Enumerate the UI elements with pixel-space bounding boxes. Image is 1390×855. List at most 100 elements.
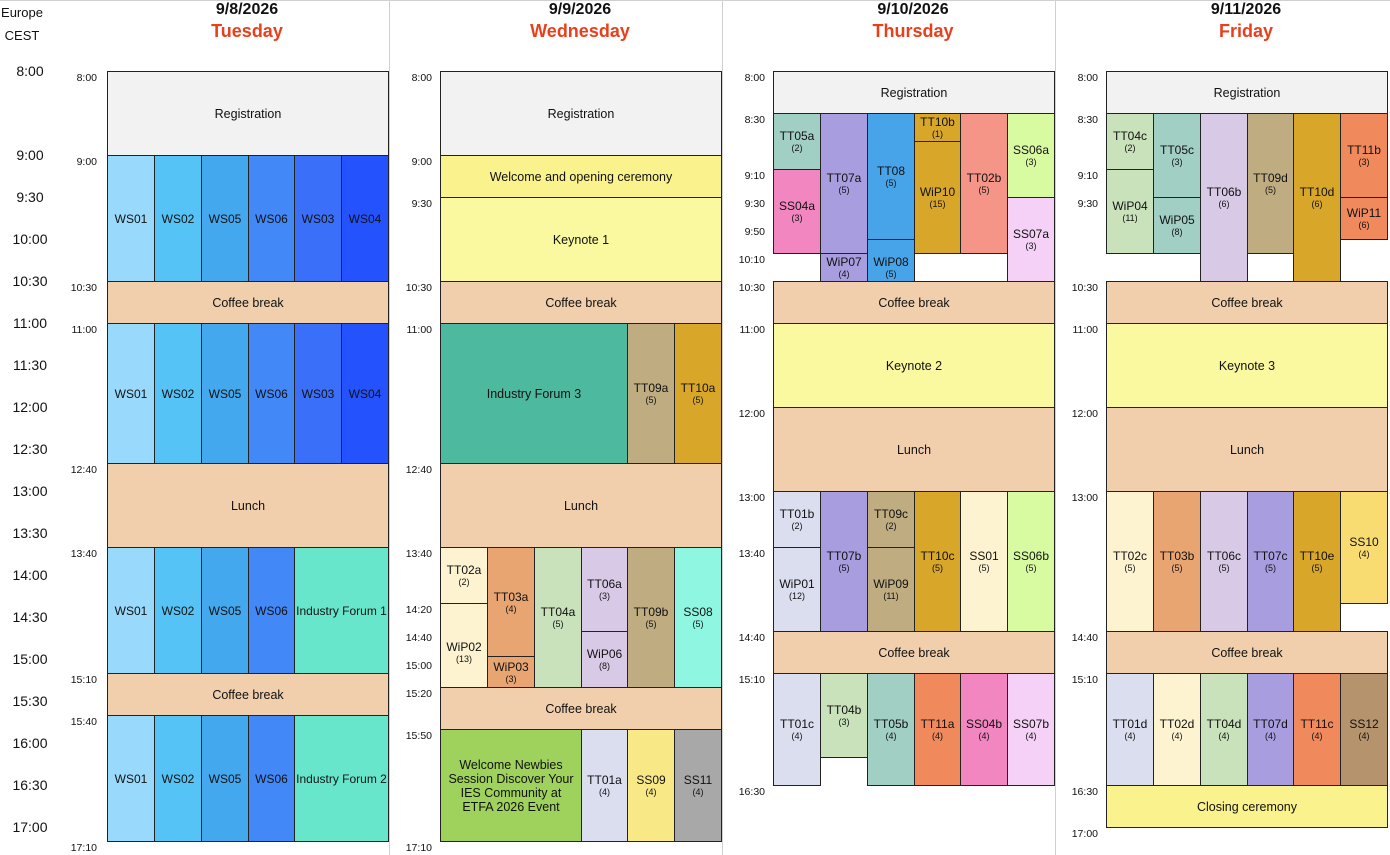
session-ws03[interactable]: WS03 — [294, 323, 342, 464]
session-registration[interactable]: Registration — [107, 71, 389, 156]
session-tt03b[interactable]: TT03b (5) — [1153, 491, 1201, 632]
session-ws03[interactable]: WS03 — [294, 155, 342, 282]
session-tt02d[interactable]: TT02d (4) — [1153, 673, 1201, 786]
session-ss06a[interactable]: SS06a (3) — [1007, 113, 1055, 198]
session-lunch[interactable]: Lunch — [1106, 407, 1388, 492]
session-tt07c[interactable]: TT07c (5) — [1247, 491, 1294, 632]
session-tt10e[interactable]: TT10e (5) — [1293, 491, 1341, 632]
session-wip04[interactable]: WiP04 (11) — [1106, 169, 1154, 254]
session-coffee-break[interactable]: Coffee break — [1106, 281, 1388, 324]
session-tt05a[interactable]: TT05a (2) — [773, 113, 821, 170]
session-coffee-break[interactable]: Coffee break — [107, 281, 389, 324]
session-tt04d[interactable]: TT04d (4) — [1200, 673, 1248, 786]
session-coffee-break[interactable]: Coffee break — [1106, 631, 1388, 674]
session-ws01[interactable]: WS01 — [107, 547, 155, 674]
session-ws06[interactable]: WS06 — [248, 155, 295, 282]
session-tt01c[interactable]: TT01c (4) — [773, 673, 821, 786]
session-ws05[interactable]: WS05 — [201, 547, 249, 674]
session-tt05b[interactable]: TT05b (4) — [867, 673, 915, 786]
session-wip05[interactable]: WiP05 (8) — [1153, 197, 1201, 254]
session-registration[interactable]: Registration — [440, 71, 722, 156]
session-tt11a[interactable]: TT11a (4) — [914, 673, 961, 786]
session-tt07b[interactable]: TT07b (5) — [820, 491, 868, 632]
session-tt07d[interactable]: TT07d (4) — [1247, 673, 1294, 786]
session-wip11[interactable]: WiP11 (6) — [1340, 197, 1388, 240]
session-registration[interactable]: Registration — [773, 71, 1055, 114]
session-industry-forum-1[interactable]: Industry Forum 1 — [294, 547, 389, 674]
session-tt01b[interactable]: TT01b (2) — [773, 491, 821, 548]
session-wip06[interactable]: WiP06 (8) — [581, 631, 628, 688]
session-ws04[interactable]: WS04 — [341, 323, 389, 464]
session-tt07a[interactable]: TT07a (5) — [820, 113, 868, 254]
session-ss09[interactable]: SS09 (4) — [627, 729, 675, 842]
session-tt01d[interactable]: TT01d (4) — [1106, 673, 1154, 786]
session-wip01[interactable]: WiP01 (12) — [773, 547, 821, 632]
session-ws02[interactable]: WS02 — [154, 715, 202, 842]
session-ws02[interactable]: WS02 — [154, 323, 202, 464]
session-lunch[interactable]: Lunch — [773, 407, 1055, 492]
session-keynote-1[interactable]: Keynote 1 — [440, 197, 722, 282]
session-industry-forum-3[interactable]: Industry Forum 3 — [440, 323, 628, 464]
session-tt11c[interactable]: TT11c (4) — [1293, 673, 1341, 786]
session-ss04a[interactable]: SS04a (3) — [773, 169, 821, 254]
session-tt10c[interactable]: TT10c (5) — [914, 491, 961, 632]
session-coffee-break[interactable]: Coffee break — [773, 281, 1055, 324]
session-tt09b[interactable]: TT09b (5) — [627, 547, 675, 688]
session-tt10d[interactable]: TT10d (6) — [1293, 113, 1341, 282]
session-industry-forum-2[interactable]: Industry Forum 2 — [294, 715, 389, 842]
session-coffee-break[interactable]: Coffee break — [107, 673, 389, 716]
session-registration[interactable]: Registration — [1106, 71, 1388, 114]
session-wip03[interactable]: WiP03 (3) — [487, 656, 535, 688]
session-coffee-break[interactable]: Coffee break — [440, 687, 722, 730]
session-ss07b[interactable]: SS07b (4) — [1007, 673, 1055, 786]
session-ss12[interactable]: SS12 (4) — [1340, 673, 1388, 786]
session-ss08[interactable]: SS08 (5) — [674, 547, 722, 688]
session-ss11[interactable]: SS11 (4) — [674, 729, 722, 842]
session-tt05c[interactable]: TT05c (3) — [1153, 113, 1201, 198]
session-coffee-break[interactable]: Coffee break — [440, 281, 722, 324]
session-tt06a[interactable]: TT06a (3) — [581, 547, 628, 632]
session-ws01[interactable]: WS01 — [107, 155, 155, 282]
session-ss04b[interactable]: SS04b (4) — [960, 673, 1008, 786]
session-tt08[interactable]: TT08 (5) — [867, 113, 915, 240]
session-ws05[interactable]: WS05 — [201, 155, 249, 282]
session-tt06c[interactable]: TT06c (5) — [1200, 491, 1248, 632]
session-ws02[interactable]: WS02 — [154, 155, 202, 282]
session-tt09d[interactable]: TT09d (5) — [1247, 113, 1294, 254]
session-tt04a[interactable]: TT04a (5) — [534, 547, 582, 688]
session-welcome-newbies-session-discover-your-ies-community-at-etfa-2026-event[interactable]: Welcome Newbies Session Discover Your IE… — [440, 729, 582, 842]
session-tt06b[interactable]: TT06b (6) — [1200, 113, 1248, 282]
session-tt02b[interactable]: TT02b (5) — [960, 113, 1008, 254]
session-wip07[interactable]: WiP07 (4) — [820, 253, 868, 282]
session-ss06b[interactable]: SS06b (5) — [1007, 491, 1055, 632]
session-tt10a[interactable]: TT10a (5) — [674, 323, 722, 464]
session-lunch[interactable]: Lunch — [107, 463, 389, 548]
session-welcome-and-opening-ceremony[interactable]: Welcome and opening ceremony — [440, 155, 722, 198]
session-ws02[interactable]: WS02 — [154, 547, 202, 674]
session-lunch[interactable]: Lunch — [440, 463, 722, 548]
session-tt04b[interactable]: TT04b (3) — [820, 673, 868, 758]
session-tt03a[interactable]: TT03a (4) — [487, 547, 535, 657]
session-ss01[interactable]: SS01 (5) — [960, 491, 1008, 632]
session-tt04c[interactable]: TT04c (2) — [1106, 113, 1154, 170]
session-tt02c[interactable]: TT02c (5) — [1106, 491, 1154, 632]
session-ws04[interactable]: WS04 — [341, 155, 389, 282]
session-tt10b[interactable]: TT10b (1) — [914, 113, 961, 142]
session-wip09[interactable]: WiP09 (11) — [867, 547, 915, 632]
session-tt09c[interactable]: TT09c (2) — [867, 491, 915, 548]
session-wip10[interactable]: WiP10 (15) — [914, 141, 961, 254]
session-ws06[interactable]: WS06 — [248, 323, 295, 464]
session-wip02[interactable]: WiP02 (13) — [440, 603, 488, 702]
session-keynote-3[interactable]: Keynote 3 — [1106, 323, 1388, 408]
session-ws05[interactable]: WS05 — [201, 715, 249, 842]
session-ws06[interactable]: WS06 — [248, 715, 295, 842]
session-closing-ceremony[interactable]: Closing ceremony — [1106, 785, 1388, 828]
session-ws06[interactable]: WS06 — [248, 547, 295, 674]
session-tt09a[interactable]: TT09a (5) — [627, 323, 675, 464]
session-tt01a[interactable]: TT01a (4) — [581, 729, 628, 842]
session-ws05[interactable]: WS05 — [201, 323, 249, 464]
session-coffee-break[interactable]: Coffee break — [773, 631, 1055, 674]
session-tt11b[interactable]: TT11b (3) — [1340, 113, 1388, 198]
session-ss10[interactable]: SS10 (4) — [1340, 491, 1388, 604]
session-tt02a[interactable]: TT02a (2) — [440, 547, 488, 604]
